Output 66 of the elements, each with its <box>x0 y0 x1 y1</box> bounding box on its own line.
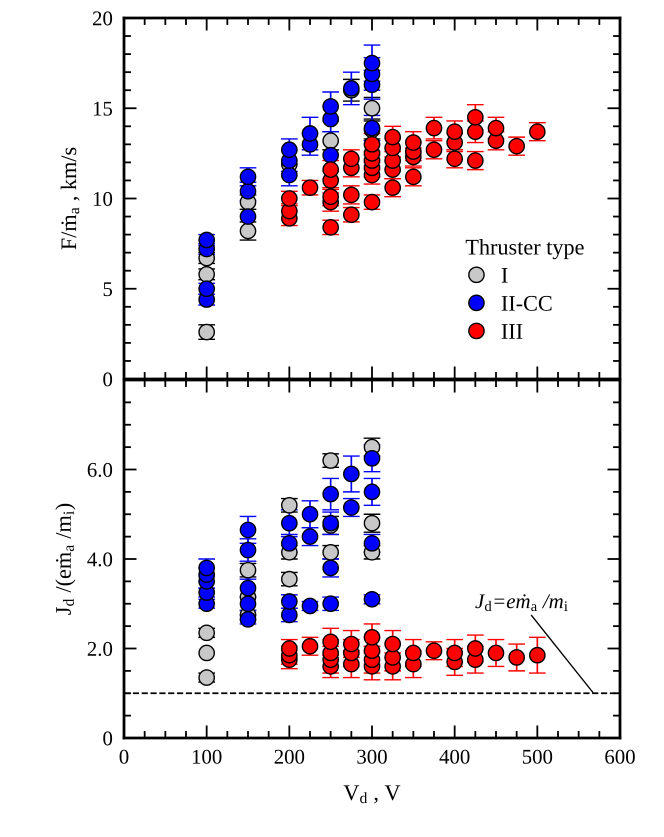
x-tick-label: 400 <box>439 750 470 764</box>
point <box>322 486 339 502</box>
point <box>467 108 484 126</box>
x-tick-label: 300 <box>357 750 387 764</box>
point <box>198 624 215 642</box>
point <box>322 633 339 650</box>
point <box>384 636 401 652</box>
point <box>488 120 504 136</box>
point <box>446 644 463 662</box>
y-tick-label: 4.0 <box>87 552 112 567</box>
point <box>364 136 380 153</box>
point <box>364 100 380 117</box>
point <box>529 646 546 664</box>
x-tick-label: 0 <box>120 750 128 764</box>
legend-label: III <box>502 324 522 339</box>
point <box>426 120 442 136</box>
point <box>405 644 422 662</box>
point <box>302 125 318 142</box>
point <box>364 54 380 72</box>
point <box>508 649 525 666</box>
point <box>302 506 318 523</box>
point <box>281 141 298 158</box>
point <box>405 134 422 151</box>
legend-title: Thruster type <box>466 239 584 260</box>
point <box>488 644 504 662</box>
point <box>364 590 380 608</box>
point <box>240 542 256 558</box>
point <box>384 649 401 666</box>
x-tick-label: 600 <box>605 750 635 764</box>
point <box>364 484 380 500</box>
point <box>446 123 463 140</box>
point <box>384 128 401 146</box>
point <box>364 628 380 646</box>
y-tick-label: 5 <box>104 282 112 296</box>
x-tick-label: 100 <box>192 750 222 764</box>
y-tick-label: 20 <box>92 11 112 26</box>
y-tick-label: 6.0 <box>88 462 112 478</box>
point <box>322 146 339 164</box>
annotation: J$_{d}$=eṁ$_{a}$ /m$_{i}$ <box>475 594 568 612</box>
point <box>343 466 360 482</box>
point <box>467 123 484 140</box>
y-tick-label: 2.0 <box>88 642 112 656</box>
point <box>198 669 215 686</box>
y-tick-label: 0 <box>103 731 112 746</box>
x-axis-title: V$_{d}$ , V <box>344 785 400 804</box>
y-axis-title: J$_{d}$ /(eṁ$_{a}$ /m$_{i}$) <box>55 504 76 615</box>
point <box>240 208 256 225</box>
point <box>302 598 318 614</box>
y-tick-label: 10 <box>94 192 112 206</box>
y-axis-title: F/ṁ$_{a}$ , km/s <box>60 148 80 250</box>
point <box>322 98 339 115</box>
point <box>281 514 298 532</box>
point <box>281 166 298 184</box>
point <box>198 644 215 662</box>
x-tick-label: 500 <box>522 750 552 764</box>
point <box>364 450 380 467</box>
point <box>240 522 256 538</box>
point <box>240 611 256 628</box>
y-tick-label: 15 <box>94 102 112 116</box>
legend-label: I <box>502 268 508 283</box>
y-tick-label: 0 <box>103 372 112 386</box>
point <box>467 640 484 657</box>
point <box>343 636 360 652</box>
point <box>364 642 380 660</box>
legend-label: II-CC <box>502 296 552 311</box>
x-tick-label: 200 <box>274 750 304 764</box>
